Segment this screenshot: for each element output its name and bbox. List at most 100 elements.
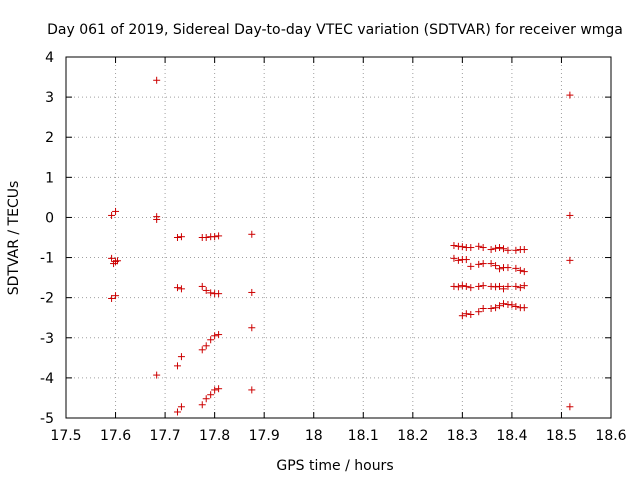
data-point [211, 233, 219, 241]
y-tick-label: -2 [40, 291, 54, 307]
data-point [467, 244, 475, 252]
data-point [215, 385, 223, 393]
data-point [496, 265, 504, 273]
y-tick-label: -5 [40, 411, 54, 427]
data-point [566, 403, 574, 411]
data-point [520, 282, 528, 290]
data-point [566, 211, 574, 219]
data-point [516, 266, 524, 274]
chart-title: Day 061 of 2019, Sidereal Day-to-day VTE… [47, 22, 623, 38]
data-point [202, 286, 210, 294]
data-point [492, 244, 500, 252]
x-axis-label: GPS time / hours [276, 458, 393, 474]
data-point [499, 245, 507, 253]
data-point [112, 207, 120, 215]
data-point [512, 246, 520, 254]
data-point [512, 264, 520, 272]
data-point [487, 304, 495, 312]
data-point [207, 289, 215, 297]
data-point [504, 264, 512, 272]
data-point [211, 386, 219, 394]
data-point [520, 268, 528, 276]
data-point [215, 290, 223, 298]
data-point [173, 234, 181, 241]
data-point [248, 324, 256, 332]
data-point [496, 282, 504, 290]
data-point [248, 386, 256, 394]
data-point [454, 283, 462, 291]
x-tick-label: 18.6 [595, 428, 626, 444]
data-point [475, 282, 483, 290]
data-point [504, 282, 512, 290]
y-tick-label: -4 [40, 371, 54, 387]
data-point [450, 242, 458, 250]
axis-ticks [65, 56, 612, 419]
data-point [496, 244, 504, 252]
data-point [566, 91, 574, 99]
data-point [467, 284, 475, 292]
x-tick-label: 18.3 [447, 428, 478, 444]
data-point [458, 282, 466, 290]
data-point [492, 262, 500, 270]
data-point [458, 312, 466, 320]
y-tick-labels: -5 -4 -3 -2 -1 0 1 2 3 4 [40, 50, 54, 427]
data-point [516, 284, 524, 292]
data-point [202, 342, 210, 350]
data-point [215, 232, 223, 240]
data-point [479, 304, 487, 312]
data-point [248, 230, 256, 238]
data-point [198, 346, 206, 354]
y-tick-label: 3 [45, 90, 54, 106]
data-point [454, 256, 462, 264]
data-point [520, 246, 528, 254]
data-point [475, 242, 483, 250]
data-point [479, 244, 487, 252]
data-point [467, 311, 475, 319]
data-point [112, 292, 120, 300]
data-point [499, 300, 507, 308]
x-tick-label: 17.7 [150, 428, 181, 444]
plot-frame [65, 56, 612, 419]
data-point [520, 304, 528, 312]
data-point [492, 304, 500, 312]
data-point [108, 211, 116, 219]
y-tick-label: 1 [45, 170, 54, 186]
data-point [566, 256, 574, 264]
data-point [487, 246, 495, 254]
y-tick-label: 0 [45, 210, 54, 226]
data-point [475, 308, 483, 316]
data-point [479, 260, 487, 268]
data-point [173, 408, 181, 416]
data-points [108, 76, 574, 416]
data-point [215, 331, 223, 339]
data-point [211, 332, 219, 340]
data-point [114, 257, 122, 265]
data-point [462, 282, 470, 290]
data-point [499, 285, 507, 293]
x-tick-label: 18 [305, 428, 323, 444]
data-point [479, 282, 487, 290]
data-point [467, 262, 475, 270]
x-tick-labels: 17.5 17.6 17.7 17.8 17.9 18 18.1 18.2 18.3 18.4 18… [50, 428, 626, 444]
data-point [458, 243, 466, 251]
y-axis-label: SDTVAR / TECUs [6, 181, 22, 296]
x-tick-label: 18.4 [496, 428, 527, 444]
data-point [198, 282, 206, 290]
data-point [173, 284, 181, 292]
data-point [462, 310, 470, 318]
data-point [475, 260, 483, 268]
data-point [508, 301, 516, 309]
data-point [108, 294, 116, 302]
data-point [487, 260, 495, 268]
x-tick-label: 17.5 [50, 428, 81, 444]
x-tick-label: 18.5 [546, 428, 577, 444]
data-point [173, 362, 181, 370]
data-point [207, 391, 215, 399]
y-tick-label: 4 [45, 50, 54, 66]
data-point [177, 285, 185, 293]
x-tick-label: 18.1 [348, 428, 379, 444]
x-tick-label: 17.9 [249, 428, 280, 444]
data-point [153, 371, 161, 379]
data-point [177, 233, 185, 241]
